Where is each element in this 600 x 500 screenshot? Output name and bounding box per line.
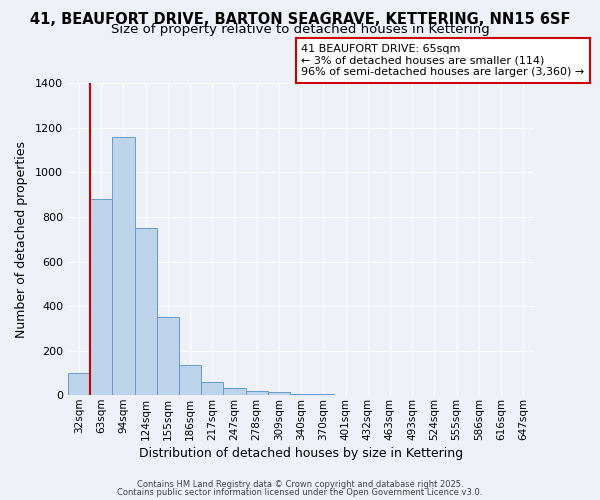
Bar	[179, 365, 201, 395]
X-axis label: Distribution of detached houses by size in Kettering: Distribution of detached houses by size …	[139, 447, 463, 460]
Bar	[268, 392, 290, 395]
Bar	[312, 394, 334, 395]
Y-axis label: Number of detached properties: Number of detached properties	[15, 141, 28, 338]
Bar	[68, 373, 90, 395]
Bar	[134, 228, 157, 395]
Text: Contains public sector information licensed under the Open Government Licence v3: Contains public sector information licen…	[118, 488, 482, 497]
Text: Size of property relative to detached houses in Kettering: Size of property relative to detached ho…	[110, 24, 490, 36]
Bar	[157, 317, 179, 395]
Bar	[201, 382, 223, 395]
Bar	[90, 199, 112, 395]
Bar	[112, 137, 134, 395]
Text: 41, BEAUFORT DRIVE, BARTON SEAGRAVE, KETTERING, NN15 6SF: 41, BEAUFORT DRIVE, BARTON SEAGRAVE, KET…	[30, 12, 570, 28]
Bar	[290, 394, 312, 395]
Bar	[245, 390, 268, 395]
Bar	[223, 388, 245, 395]
Text: Contains HM Land Registry data © Crown copyright and database right 2025.: Contains HM Land Registry data © Crown c…	[137, 480, 463, 489]
Text: 41 BEAUFORT DRIVE: 65sqm
← 3% of detached houses are smaller (114)
96% of semi-d: 41 BEAUFORT DRIVE: 65sqm ← 3% of detache…	[301, 44, 584, 77]
